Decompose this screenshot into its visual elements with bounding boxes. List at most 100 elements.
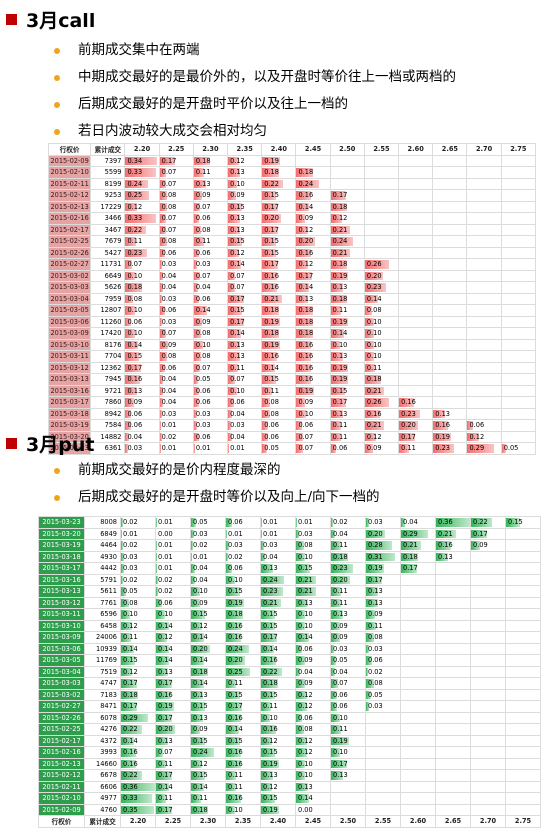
share-bar — [228, 329, 241, 338]
share-cell: 0.19 — [329, 269, 365, 282]
total-volume-cell: 5599 — [90, 166, 126, 179]
share-cell: 0.23 — [398, 407, 434, 420]
share-cell — [400, 769, 436, 782]
share-cell: 0.15 — [261, 189, 297, 202]
share-cell: 0.06 — [124, 419, 160, 432]
share-value: 0.03 — [123, 564, 138, 573]
share-bar — [399, 421, 418, 430]
share-cell: 0.10 — [329, 338, 365, 351]
share-value: 0.20 — [228, 656, 243, 665]
share-cell: 0.33 — [120, 792, 156, 805]
share-cell: 0.06 — [124, 315, 160, 328]
share-bar — [296, 202, 310, 211]
total-volume-cell: 7584 — [90, 419, 126, 432]
share-bar — [296, 248, 312, 257]
share-cell: 0.18 — [329, 258, 365, 271]
table-row: 2015-03-04 7959 0.08 0.03 0.06 0.17 0.21 0.13 0.… — [47, 292, 537, 305]
share-bar — [262, 409, 270, 418]
share-value: 0.17 — [158, 713, 173, 722]
share-cell: 0.17 — [400, 562, 436, 575]
share-bar — [125, 363, 142, 372]
share-cell: 0.09 — [363, 442, 400, 455]
share-cell: 0.17 — [227, 292, 263, 305]
share-cell — [400, 596, 436, 609]
share-cell: 0.14 — [124, 338, 160, 351]
share-value: 0.23 — [366, 283, 382, 292]
share-cell: 0.14 — [295, 200, 331, 213]
share-value: 0.07 — [230, 283, 245, 292]
share-cell: 0.06 — [192, 292, 229, 305]
share-bar — [365, 363, 376, 372]
share-cell: 0.10 — [295, 550, 331, 563]
share-cell — [505, 677, 541, 690]
share-value: 0.09 — [195, 191, 211, 200]
share-bar — [125, 271, 135, 280]
share-value: 0.16 — [158, 690, 173, 699]
share-cell: 0.23 — [260, 585, 296, 598]
share-value: 0.13 — [263, 564, 278, 573]
share-cell: 0.23 — [330, 562, 366, 575]
share-cell: 0.09 — [190, 723, 226, 736]
share-cell: 0.07 — [158, 177, 194, 190]
share-cell: 0.11 — [329, 304, 365, 317]
share-value: 0.08 — [368, 633, 383, 642]
share-bar — [125, 168, 156, 177]
share-cell: 0.13 — [365, 596, 401, 609]
share-value: 0.12 — [366, 432, 382, 441]
share-value: 0.04 — [127, 432, 143, 441]
table-row: 2015-03-23 6361 0.03 0.01 0.01 0.01 0.05 0.07 0.… — [47, 442, 537, 455]
share-cell: 0.18 — [329, 200, 365, 213]
share-bar — [160, 329, 167, 338]
red-square-bullet-icon — [6, 14, 17, 25]
share-cell: 0.04 — [192, 281, 229, 294]
total-volume-cell: 6361 — [90, 442, 126, 455]
share-value: 0.08 — [161, 191, 177, 200]
share-cell: 0.03 — [158, 258, 194, 271]
date-cell: 2015-03-09 — [38, 631, 85, 644]
share-bar — [194, 340, 204, 349]
share-cell: 0.09 — [158, 338, 194, 351]
share-cell — [470, 769, 506, 782]
share-bar — [365, 421, 385, 430]
share-cell: 0.20 — [365, 527, 401, 540]
share-cell — [363, 223, 400, 236]
share-bar — [296, 237, 315, 246]
share-cell — [400, 608, 436, 621]
share-cell: 0.01 — [158, 442, 194, 455]
share-bar — [331, 283, 343, 292]
share-bar — [125, 375, 141, 384]
share-cell — [466, 407, 502, 420]
share-bar — [121, 633, 132, 642]
share-value: 0.11 — [195, 237, 211, 246]
share-cell: 0.16 — [120, 757, 156, 770]
share-cell: 0.16 — [225, 792, 261, 805]
share-cell — [505, 792, 541, 805]
share-value: 0.10 — [193, 587, 208, 596]
share-cell: 0.17 — [398, 430, 434, 443]
share-cell: 0.11 — [124, 235, 160, 248]
share-cell: 0.10 — [227, 384, 263, 397]
share-value: 0.16 — [123, 759, 138, 768]
share-bar — [261, 518, 262, 527]
share-cell — [470, 550, 506, 563]
share-cell: 0.10 — [124, 304, 160, 317]
share-cell: 0.15 — [295, 562, 331, 575]
share-value: 0.17 — [298, 271, 314, 280]
share-bar — [160, 340, 168, 349]
share-cell: 0.03 — [124, 442, 160, 455]
share-cell — [432, 327, 468, 340]
total-volume-cell: 8199 — [90, 177, 126, 190]
share-value: 0.02 — [161, 432, 177, 441]
share-bar — [296, 552, 306, 561]
share-bar — [194, 398, 200, 407]
share-cell: 0.15 — [261, 246, 297, 259]
share-bar — [121, 748, 137, 757]
share-value: 0.10 — [298, 759, 313, 768]
share-value: 0.18 — [264, 168, 279, 177]
share-bar — [226, 759, 242, 768]
share-cell — [500, 200, 537, 213]
share-bar — [331, 667, 335, 676]
share-value: 0.08 — [161, 352, 177, 361]
date-cell: 2015-03-17 — [47, 396, 92, 409]
share-cell: 0.10 — [124, 269, 160, 282]
